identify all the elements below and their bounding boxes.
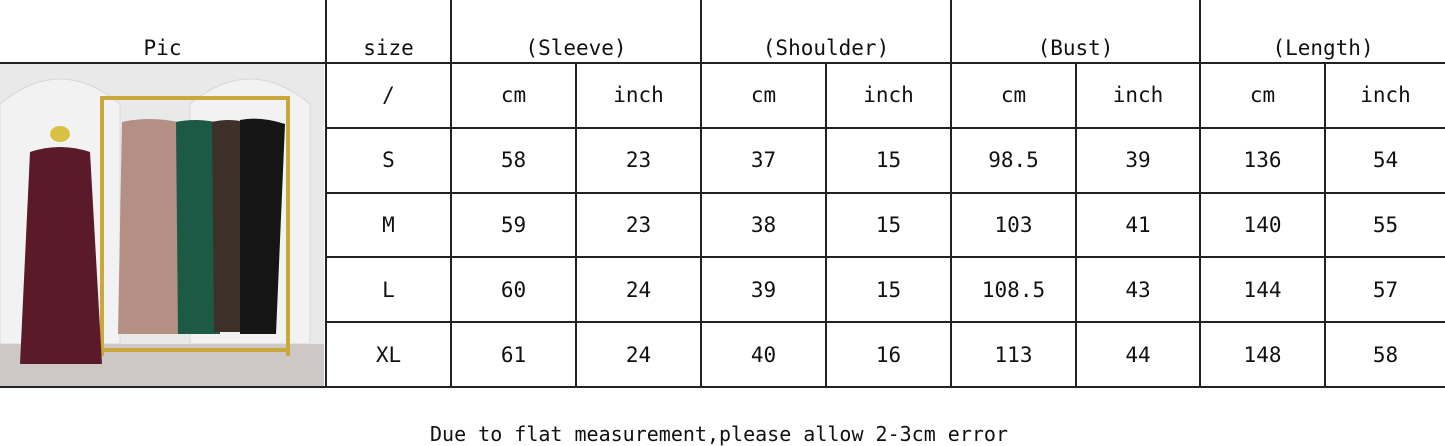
value-cell: 140 [1199, 191, 1327, 259]
value-cell: 15 [825, 256, 952, 324]
value-cell: 136 [1199, 126, 1327, 194]
value-cell: 57 [1324, 256, 1445, 324]
unit-cell: inch [825, 62, 952, 129]
size-cell: M [325, 191, 452, 259]
product-photo [0, 64, 324, 386]
value-cell: 24 [575, 321, 702, 388]
units-size-cell: / [325, 62, 452, 129]
value-cell: 60 [450, 256, 577, 324]
value-cell: 15 [825, 126, 952, 194]
value-cell: 58 [1324, 321, 1445, 388]
size-cell: S [325, 126, 452, 194]
header-row: Pic size (Sleeve) (Shoulder) (Bust) (Len… [0, 0, 1445, 64]
length-header: (Length) [1199, 0, 1445, 64]
size-chart-table: Pic size (Sleeve) (Shoulder) (Bust) (Len… [0, 0, 1445, 388]
unit-cell: cm [1199, 62, 1327, 129]
shoulder-header: (Shoulder) [700, 0, 952, 64]
size-cell: XL [325, 321, 452, 388]
unit-cell: cm [950, 62, 1077, 129]
table-row: M 59 23 38 15 103 41 140 55 [0, 191, 1445, 259]
unit-cell: inch [1074, 62, 1202, 129]
value-cell: 23 [575, 126, 702, 194]
value-cell: 98.5 [950, 126, 1077, 194]
measurement-note: Due to flat measurement,please allow 2-3… [0, 422, 1445, 446]
value-cell: 15 [825, 191, 952, 259]
value-cell: 144 [1199, 256, 1327, 324]
value-cell: 24 [575, 256, 702, 324]
units-row: / cm inch cm inch cm inch cm inch [0, 62, 1445, 388]
value-cell: 39 [1074, 126, 1202, 194]
sleeve-header: (Sleeve) [450, 0, 702, 64]
value-cell: 23 [575, 191, 702, 259]
value-cell: 113 [950, 321, 1077, 388]
table-row: S 58 23 37 15 98.5 39 136 54 [0, 126, 1445, 194]
size-header: size [325, 0, 452, 64]
value-cell: 41 [1074, 191, 1202, 259]
value-cell: 59 [450, 191, 577, 259]
value-cell: 44 [1074, 321, 1202, 388]
size-cell: L [325, 256, 452, 324]
unit-cell: cm [700, 62, 827, 129]
value-cell: 58 [450, 126, 577, 194]
value-cell: 55 [1324, 191, 1445, 259]
unit-cell: inch [1324, 62, 1445, 129]
value-cell: 148 [1199, 321, 1327, 388]
value-cell: 38 [700, 191, 827, 259]
value-cell: 16 [825, 321, 952, 388]
bust-header: (Bust) [949, 0, 1202, 64]
value-cell: 39 [700, 256, 827, 324]
pic-header: Pic [0, 0, 327, 64]
table-row: L 60 24 39 15 108.5 43 144 57 [0, 256, 1445, 324]
unit-cell: inch [575, 62, 702, 129]
product-photo-cell [0, 63, 327, 388]
value-cell: 54 [1324, 126, 1445, 194]
value-cell: 108.5 [950, 256, 1077, 324]
value-cell: 43 [1074, 256, 1202, 324]
value-cell: 103 [950, 191, 1077, 259]
value-cell: 61 [450, 321, 577, 388]
measurement-note-text: Due to flat measurement,please allow 2-3… [430, 422, 1008, 446]
value-cell: 37 [700, 126, 827, 194]
unit-cell: cm [450, 62, 577, 129]
table-row: XL 61 24 40 16 113 44 148 58 [0, 321, 1445, 388]
value-cell: 40 [700, 321, 827, 388]
